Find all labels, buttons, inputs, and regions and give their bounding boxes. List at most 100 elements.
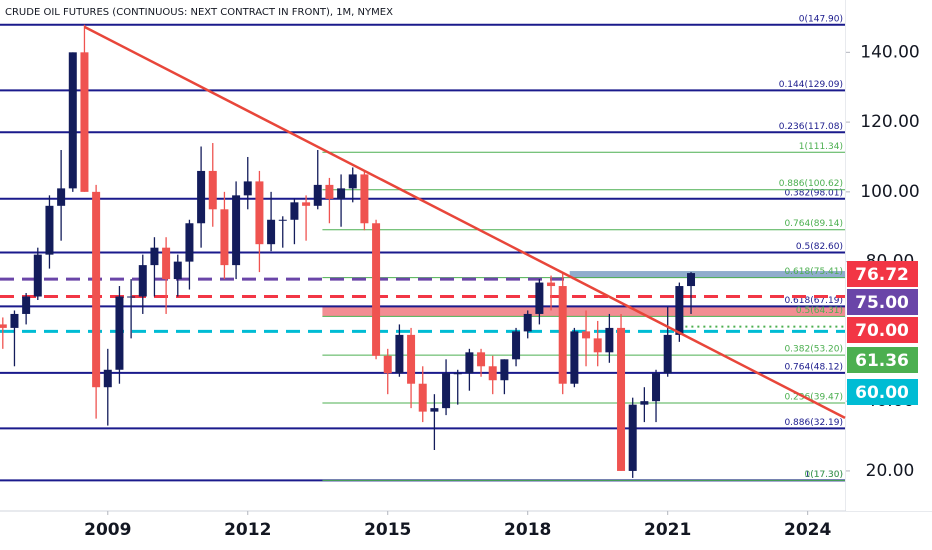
trendline [83,25,846,420]
price-tag-label: 75.00 [855,293,909,313]
fib-label: 0.236(117.08) [779,122,843,132]
candle-body [10,313,19,328]
x-tick-label: 2024 [784,520,831,540]
candle-body [255,181,264,245]
candle-body [407,334,416,384]
candle-body [267,219,276,245]
fib-label: 0.5(82.60) [796,242,843,252]
candle-body [208,170,217,210]
fib-label: 0.236(39.47) [784,393,843,403]
candle-body [570,331,579,384]
candle-body [617,327,626,471]
candle-body [442,373,451,409]
fib-label: 0.764(48.12) [784,362,843,372]
candle-body [558,286,567,384]
zone [322,306,846,317]
candle-body [0,324,7,328]
candle-body [22,296,31,314]
fib-label: 0(147.90) [799,14,843,24]
candle-body [430,408,439,412]
candle-body [127,296,136,298]
candle-body [360,174,369,224]
fib-label: 0.144(129.09) [779,80,843,90]
candle-body [547,282,556,287]
candle-body [80,52,89,192]
time-axis-bg [0,512,932,550]
fib-label: 0.382(53.20) [784,345,843,355]
x-tick-label: 2018 [504,520,551,540]
candle-body [115,296,124,370]
fib-label: 0.886(100.62) [779,179,843,189]
price-tag [847,379,918,405]
price-tag-label: 76.72 [855,265,909,285]
candle-body [138,265,147,297]
candle-body [500,359,509,381]
fib-label: 1(17.30) [804,470,843,480]
candle-body [652,373,661,402]
fib-label: 0.382(98.01) [784,188,843,198]
candle-body [92,191,101,388]
candle-body [488,366,497,381]
candle-body [45,205,54,255]
candle-body [640,401,649,405]
fib-label: 0.5(64.31) [796,306,843,316]
x-tick-label: 2012 [224,520,271,540]
candle-body [512,331,521,360]
candle-body [593,338,602,353]
candle-body [68,52,77,189]
candle-body [453,373,462,375]
candle-body [337,188,346,199]
candle-body [675,286,684,335]
fib-label: 1(111.34) [799,142,843,152]
candle-body [150,247,159,266]
candle-body [243,181,252,196]
price-tag [847,261,918,287]
candle-body [302,202,311,206]
price-tag-label: 61.36 [855,351,909,371]
fib-label: 0(17.30) [804,470,843,480]
candle-body [325,184,334,199]
candle-body [173,261,182,280]
candle-body [582,331,591,339]
candle-body [418,383,427,412]
price-tag [847,347,918,373]
x-tick-label: 2021 [644,520,691,540]
zone [569,271,845,278]
fib-label: 0.618(67.19) [784,296,843,306]
candle-body [477,352,486,367]
y-tick-label: 140.00 [860,42,919,62]
candle-body [605,327,614,353]
candle-body [313,184,322,206]
price-tag-label: 60.00 [855,383,909,403]
x-tick-label: 2009 [84,520,131,540]
x-tick-label: 2015 [364,520,411,540]
price-tag [847,289,918,315]
candle-body [383,355,392,374]
fib-label: 0.618(75.41) [784,267,843,277]
candle-body [220,209,229,266]
candle-body [33,254,42,297]
candle-body [687,273,696,287]
candle-body [232,195,241,266]
fib-label: 0.764(89.14) [784,219,843,229]
candle-body [372,223,381,356]
candle-body [465,352,474,374]
price-tag [847,317,918,343]
candle-body [535,282,544,314]
candle-body [103,369,112,388]
candle-body [290,202,299,220]
chart-title: CRUDE OIL FUTURES (CONTINUOUS: NEXT CONT… [5,7,393,18]
candle-body [395,334,404,374]
candle-body [523,313,532,332]
y-tick-label: 20.00 [866,461,915,481]
candle-body [57,188,66,206]
candle-body [663,334,672,374]
candle-body [278,219,287,221]
candle-body [628,404,637,471]
candle-body [162,247,171,280]
price-axis-bg [846,0,932,511]
fib-label: 0.886(32.19) [784,418,843,428]
y-tick-label: 100.00 [860,182,919,202]
price-tag-label: 70.00 [855,321,909,341]
